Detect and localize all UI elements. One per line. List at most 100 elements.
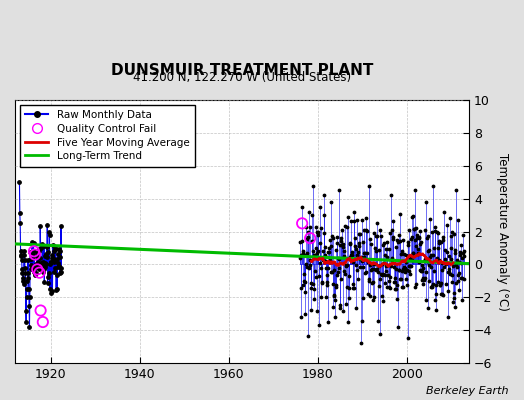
- Point: [337, 226, 346, 233]
- Point: [370, 260, 379, 267]
- Point: [20, 256, 29, 263]
- Point: [364, 182, 373, 189]
- Point: [398, 248, 407, 255]
- Point: [448, 272, 456, 278]
- Point: [21, 307, 30, 314]
- Point: [372, 267, 380, 273]
- Point: [21, 264, 29, 271]
- Point: [298, 204, 306, 210]
- Point: [324, 249, 333, 256]
- Point: [398, 284, 406, 290]
- Point: [44, 249, 52, 255]
- Point: [444, 266, 453, 272]
- Point: [411, 187, 419, 194]
- Point: [423, 233, 432, 240]
- Point: [425, 246, 433, 253]
- Point: [367, 267, 375, 273]
- Point: [373, 233, 381, 239]
- Point: [359, 295, 367, 302]
- Point: [315, 272, 323, 279]
- Point: [386, 284, 394, 291]
- Point: [389, 234, 397, 240]
- Point: [387, 192, 395, 198]
- Point: [430, 268, 438, 274]
- Point: [385, 284, 394, 291]
- Point: [447, 233, 455, 239]
- Point: [314, 248, 323, 255]
- Point: [49, 259, 58, 265]
- Point: [313, 232, 322, 238]
- Point: [433, 229, 441, 235]
- Point: [433, 255, 441, 262]
- Point: [359, 226, 368, 233]
- Point: [391, 244, 400, 250]
- Point: [420, 258, 429, 264]
- Point: [378, 271, 387, 278]
- Point: [416, 267, 424, 273]
- Point: [386, 274, 394, 280]
- Point: [366, 293, 375, 299]
- Point: [321, 244, 330, 250]
- Point: [421, 297, 430, 303]
- Point: [436, 238, 445, 245]
- Point: [387, 254, 396, 261]
- Point: [19, 281, 28, 287]
- Point: [456, 242, 465, 248]
- Legend: Raw Monthly Data, Quality Control Fail, Five Year Moving Average, Long-Term Tren: Raw Monthly Data, Quality Control Fail, …: [20, 105, 194, 166]
- Point: [57, 265, 65, 271]
- Point: [57, 222, 65, 229]
- Point: [392, 286, 400, 292]
- Point: [29, 252, 37, 258]
- Point: [334, 254, 342, 261]
- Point: [349, 281, 357, 287]
- Point: [30, 263, 39, 270]
- Point: [385, 246, 393, 252]
- Point: [339, 244, 347, 250]
- Point: [432, 291, 440, 298]
- Point: [23, 278, 31, 284]
- Point: [323, 282, 332, 288]
- Point: [38, 262, 46, 268]
- Point: [347, 257, 356, 264]
- Point: [428, 229, 436, 235]
- Point: [352, 261, 360, 268]
- Point: [357, 340, 365, 347]
- Point: [29, 239, 38, 246]
- Point: [446, 245, 455, 251]
- Point: [458, 232, 467, 238]
- Point: [388, 256, 396, 263]
- Point: [408, 257, 417, 263]
- Point: [337, 276, 346, 282]
- Point: [396, 238, 404, 245]
- Point: [374, 247, 383, 254]
- Point: [34, 260, 42, 266]
- Point: [373, 220, 381, 226]
- Point: [50, 248, 59, 254]
- Point: [441, 247, 449, 253]
- Point: [363, 250, 372, 256]
- Point: [32, 253, 41, 260]
- Point: [397, 268, 406, 274]
- Point: [450, 294, 458, 301]
- Point: [47, 259, 56, 265]
- Point: [391, 275, 399, 282]
- Point: [459, 250, 467, 256]
- Point: [366, 262, 374, 268]
- Point: [24, 256, 32, 263]
- Point: [420, 275, 429, 281]
- Point: [50, 244, 59, 251]
- Point: [36, 244, 45, 251]
- Point: [311, 252, 319, 259]
- Point: [332, 240, 341, 246]
- Point: [347, 252, 355, 258]
- Point: [437, 290, 445, 297]
- Point: [54, 262, 63, 269]
- Point: [406, 271, 414, 277]
- Point: [328, 269, 336, 275]
- Point: [414, 234, 423, 241]
- Point: [419, 275, 427, 281]
- Point: [419, 265, 428, 271]
- Point: [345, 240, 354, 247]
- Point: [52, 287, 60, 293]
- Point: [457, 260, 465, 266]
